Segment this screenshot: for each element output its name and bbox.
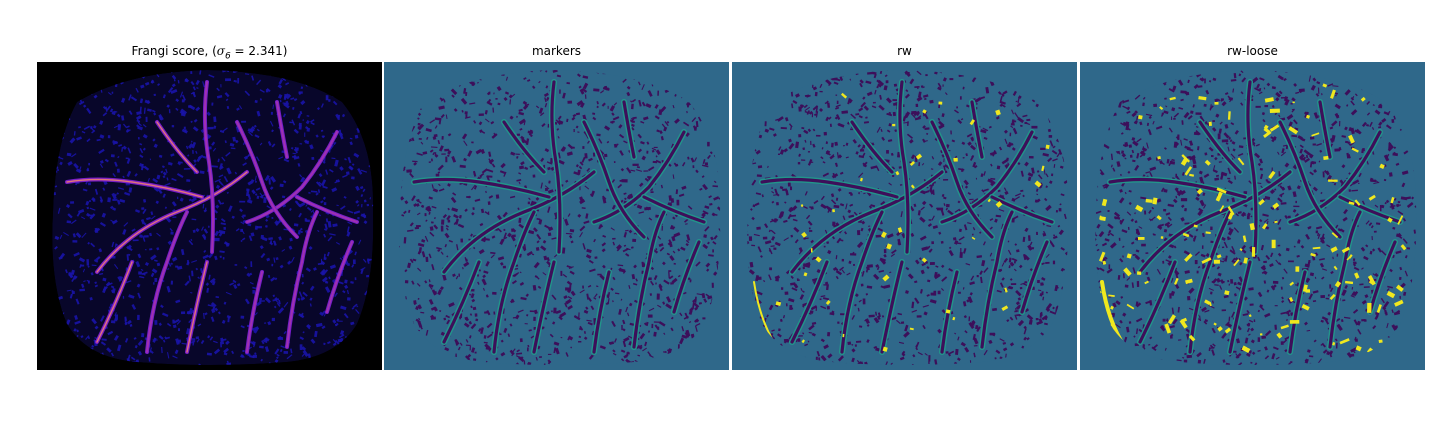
tissue-region bbox=[1095, 70, 1417, 365]
vessel-network bbox=[759, 79, 1055, 355]
markers-canvas bbox=[384, 62, 729, 370]
vessel-network bbox=[65, 80, 359, 354]
rw-loose-image bbox=[1080, 62, 1425, 370]
frangi-score-image bbox=[37, 62, 382, 370]
highlight-segments bbox=[753, 86, 1050, 352]
markers-image bbox=[384, 62, 729, 370]
frangi-score-title: Frangi score, (σ6 = 2.341) bbox=[37, 44, 382, 61]
rw-title: rw bbox=[897, 44, 912, 58]
frangi-title-prefix: Frangi score, ( bbox=[131, 44, 217, 58]
frangi-title-sigma: σ bbox=[216, 44, 225, 58]
tissue-region bbox=[747, 70, 1069, 365]
frangi-score-canvas bbox=[37, 62, 382, 370]
frangi-title-subscript: 6 bbox=[225, 51, 231, 62]
rw-loose-title: rw-loose bbox=[1227, 44, 1278, 58]
vessel-network bbox=[411, 79, 707, 355]
markers-title: markers bbox=[531, 44, 582, 58]
tissue-region bbox=[399, 70, 721, 365]
rw-canvas bbox=[732, 62, 1077, 370]
frangi-title-suffix: = 2.341) bbox=[230, 44, 288, 58]
tissue-region bbox=[52, 70, 374, 365]
rw-image bbox=[732, 62, 1077, 370]
texture-pattern bbox=[52, 70, 374, 365]
rw-loose-canvas bbox=[1080, 62, 1425, 370]
